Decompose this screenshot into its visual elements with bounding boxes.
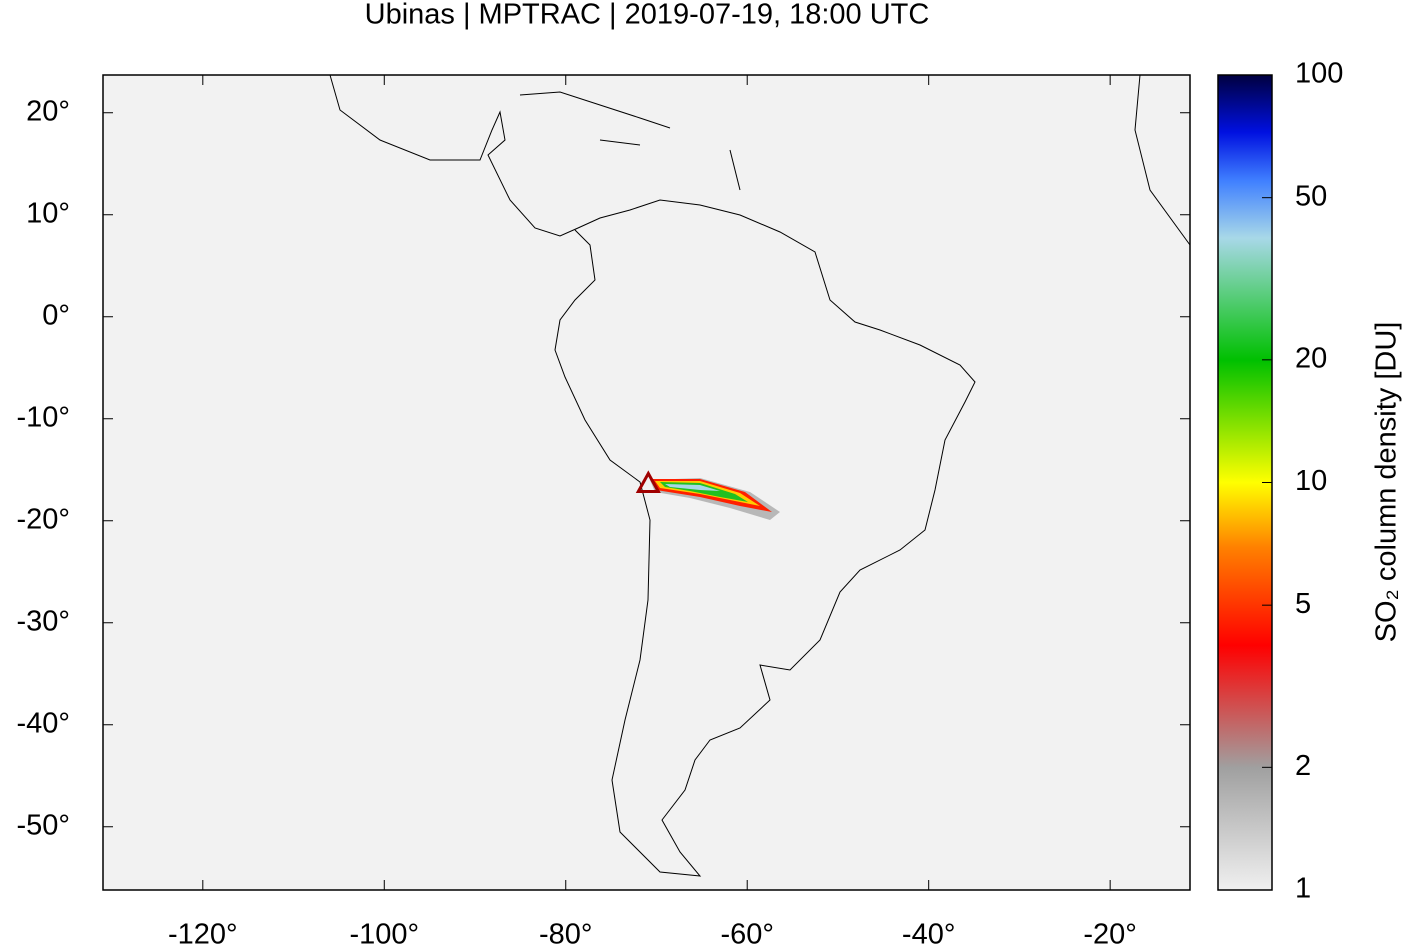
- x-tick-label: -100°: [349, 919, 419, 950]
- x-tick-label: -40°: [902, 919, 956, 950]
- y-tick-label: -30°: [16, 605, 70, 637]
- y-tick-label: -20°: [16, 503, 70, 535]
- y-tick-label: 20°: [26, 95, 70, 127]
- x-tick-label: -20°: [1083, 919, 1137, 950]
- y-tick-label: -50°: [16, 809, 70, 841]
- y-tick-label: -40°: [16, 707, 70, 739]
- colorbar-tick-label: 5: [1295, 588, 1311, 620]
- colorbar-tick-label: 10: [1295, 465, 1327, 497]
- colorbar-tick-label: 2: [1295, 750, 1311, 782]
- colorbar-tick-label: 20: [1295, 342, 1327, 374]
- colorbar-tick-label: 100: [1295, 58, 1343, 90]
- colorbar-tick-label: 1: [1295, 873, 1311, 905]
- colorbar-tick-label: 50: [1295, 180, 1327, 212]
- chart-title: Ubinas | MPTRAC | 2019-07-19, 18:00 UTC: [365, 0, 930, 31]
- y-tick-label: 0°: [42, 299, 70, 331]
- x-tick-label: -80°: [539, 919, 593, 950]
- x-tick-label: -120°: [168, 919, 238, 950]
- coastlines: [329, 74, 1191, 877]
- volcano-marker: [635, 470, 661, 494]
- y-tick-label: 10°: [26, 197, 70, 229]
- x-tick-label: -60°: [720, 919, 774, 950]
- colorbar-label: SO₂ column density [DU]: [1371, 322, 1403, 643]
- map-area: [102, 74, 1191, 891]
- y-tick-label: -10°: [16, 401, 70, 433]
- so2-plume: [650, 478, 780, 520]
